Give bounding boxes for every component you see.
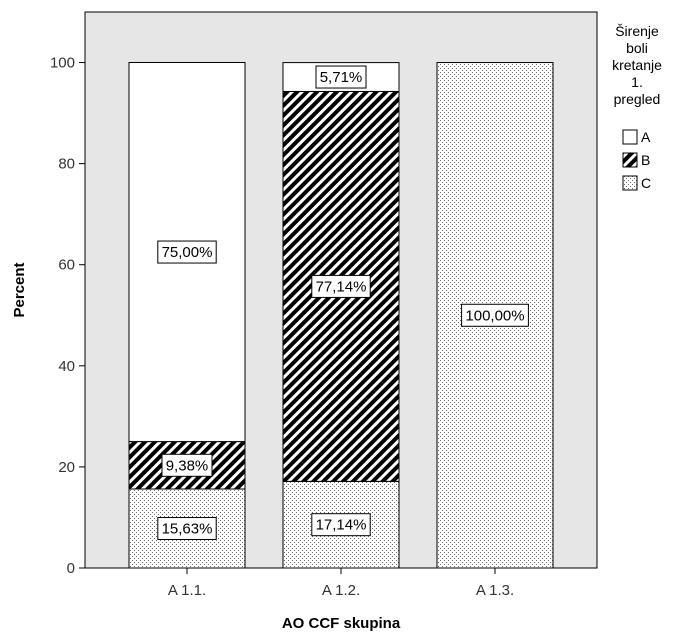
data-label-box: [157, 516, 217, 540]
x-axis-ticks: A 1.1. A 1.2. A 1.3.: [168, 568, 514, 599]
data-label-box: [157, 240, 217, 264]
data-label-box: [311, 274, 371, 298]
legend-title-line: pregled: [614, 91, 661, 107]
y-tick-label: 80: [58, 156, 75, 173]
data-label-text: 5,71%: [320, 69, 363, 86]
x-axis-title: AO CCF skupina: [282, 615, 401, 632]
data-label-text: 9,38%: [166, 457, 209, 474]
data-label-text: 17,14%: [316, 517, 367, 534]
y-tick-label: 60: [58, 257, 75, 274]
legend-title-line: Širenje: [615, 23, 659, 39]
legend-label-A: A: [641, 129, 651, 145]
data-label-box: [461, 303, 529, 327]
legend-title-line: 1.: [631, 74, 643, 90]
x-tick-label: A 1.1.: [168, 582, 206, 599]
data-label-box: [161, 453, 213, 477]
data-label-C-1: 15,63%: [157, 516, 217, 540]
legend-label-B: B: [641, 152, 650, 168]
y-tick-label: 20: [58, 459, 75, 476]
legend-title-line: kretanje: [612, 57, 662, 73]
data-label-text: 77,14%: [316, 278, 367, 295]
y-tick-label: 40: [58, 358, 75, 375]
y-axis-title: Percent: [11, 262, 28, 317]
y-axis-ticks: 0 20 40 60 80 100: [50, 55, 85, 577]
data-label-text: 75,00%: [162, 244, 213, 261]
data-label-C-3: 100,00%: [461, 303, 529, 327]
data-label-box: [315, 65, 367, 89]
legend-title-line: boli: [626, 40, 648, 56]
data-label-text: 100,00%: [465, 307, 524, 324]
y-tick-label: 0: [67, 560, 75, 577]
data-label-B-2: 77,14%: [311, 274, 371, 298]
legend-label-C: C: [641, 175, 651, 191]
legend-swatch-A: [622, 129, 638, 145]
legend-swatch-C: [622, 175, 638, 191]
x-tick-label: A 1.2.: [322, 582, 360, 599]
data-labels-group: 15,63% 9,38% 75,00% 17,14% 77,14% 5,71% 100,00…: [157, 65, 529, 540]
data-label-B-1: 9,38%: [161, 453, 213, 477]
data-label-A-2: 5,71%: [315, 65, 367, 89]
data-label-box: [311, 513, 371, 537]
data-label-A-1: 75,00%: [157, 240, 217, 264]
y-tick-label: 100: [50, 55, 75, 72]
legend-swatch-B: [622, 152, 638, 168]
data-label-C-2: 17,14%: [311, 513, 371, 537]
x-tick-label: A 1.3.: [476, 582, 514, 599]
data-label-text: 15,63%: [162, 520, 213, 537]
